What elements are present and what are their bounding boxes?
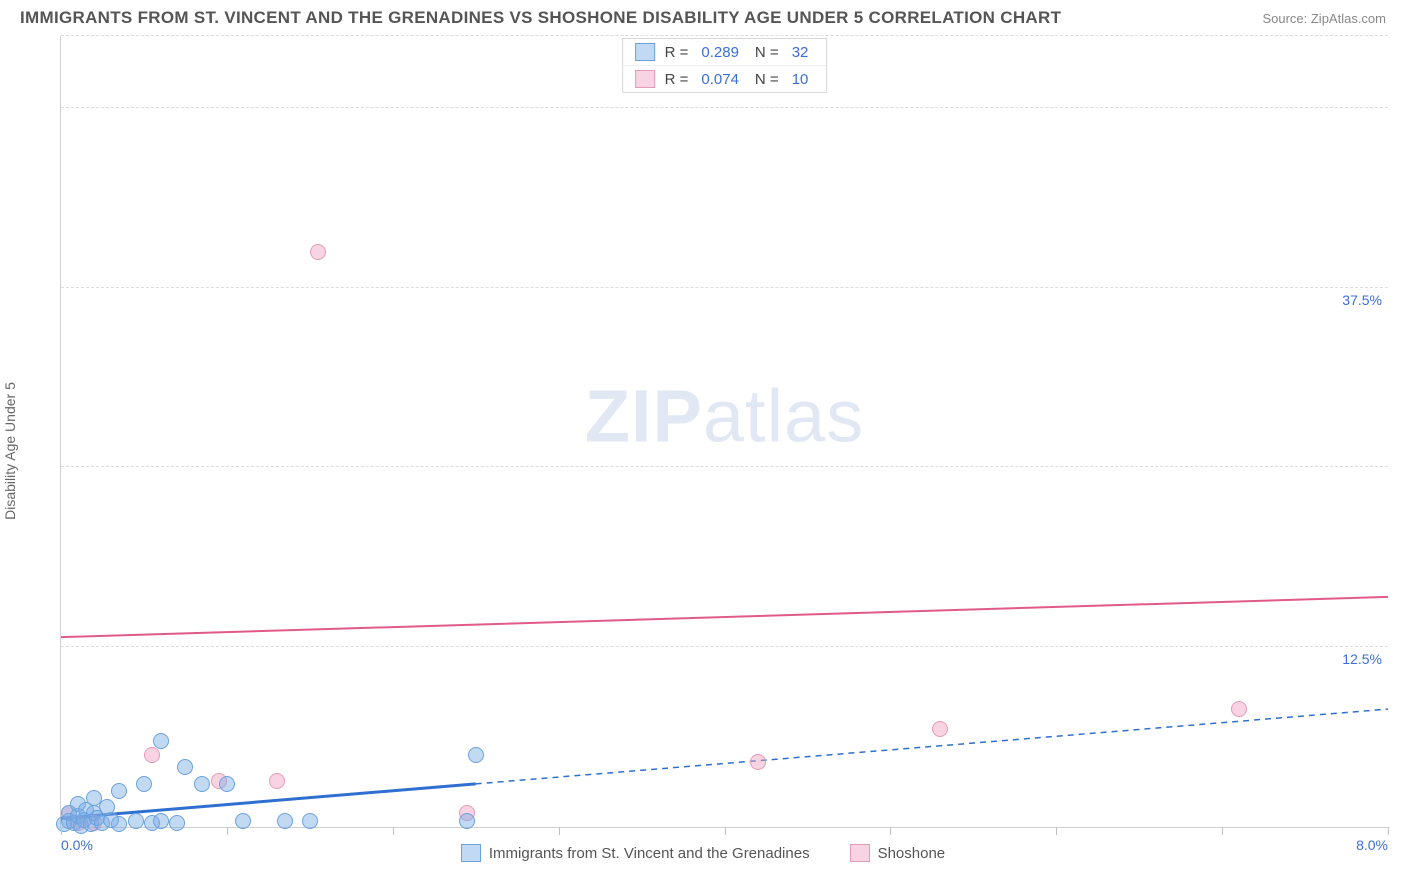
gridline — [61, 287, 1388, 288]
stats-row-pink: R = 0.074 N = 10 — [623, 65, 827, 92]
data-point-blue — [61, 805, 77, 821]
watermark-light: atlas — [703, 374, 864, 457]
x-tick — [393, 827, 394, 835]
data-point-pink — [1231, 701, 1247, 717]
data-point-pink — [61, 805, 77, 821]
trend-line — [476, 709, 1388, 784]
data-point-blue — [56, 816, 72, 832]
data-point-blue — [111, 816, 127, 832]
data-point-pink — [86, 815, 102, 831]
data-point-blue — [468, 747, 484, 763]
r-value-blue: 0.289 — [701, 44, 739, 61]
data-point-blue — [78, 802, 94, 818]
data-point-blue — [144, 815, 160, 831]
data-point-blue — [136, 776, 152, 792]
watermark: ZIPatlas — [585, 373, 864, 458]
data-point-pink — [211, 773, 227, 789]
data-point-blue — [86, 790, 102, 806]
header: IMMIGRANTS FROM ST. VINCENT AND THE GREN… — [0, 0, 1406, 32]
plot-area: ZIPatlas R = 0.289 N = 32 R = 0.074 N = … — [60, 36, 1388, 828]
data-point-blue — [94, 815, 110, 831]
x-tick — [1222, 827, 1223, 835]
data-point-blue — [459, 813, 475, 829]
data-point-blue — [219, 776, 235, 792]
swatch-pink — [850, 844, 870, 862]
n-value-blue: 32 — [792, 44, 809, 61]
data-point-blue — [153, 813, 169, 829]
data-point-blue — [277, 813, 293, 829]
trend-line — [61, 784, 476, 819]
data-point-blue — [177, 759, 193, 775]
data-point-blue — [111, 783, 127, 799]
y-tick-label: 12.5% — [1342, 651, 1382, 667]
r-label: R = — [665, 71, 689, 88]
x-tick — [890, 827, 891, 835]
data-point-blue — [169, 815, 185, 831]
data-point-blue — [61, 813, 77, 829]
gridline — [61, 35, 1388, 36]
data-point-pink — [144, 747, 160, 763]
y-axis-label: Disability Age Under 5 — [2, 382, 18, 520]
data-point-blue — [103, 812, 119, 828]
data-point-blue — [302, 813, 318, 829]
r-value-pink: 0.074 — [701, 71, 739, 88]
swatch-blue — [461, 844, 481, 862]
watermark-bold: ZIP — [585, 374, 703, 457]
series-legend: Immigrants from St. Vincent and the Gren… — [18, 844, 1388, 862]
source-name: ZipAtlas.com — [1311, 11, 1386, 26]
data-point-pink — [750, 754, 766, 770]
x-tick — [227, 827, 228, 835]
x-tick — [559, 827, 560, 835]
x-tick — [1388, 827, 1389, 835]
data-point-blue — [70, 808, 86, 824]
trend-line — [61, 597, 1388, 637]
data-point-blue — [86, 805, 102, 821]
data-point-blue — [73, 818, 89, 834]
data-point-blue — [76, 812, 92, 828]
swatch-pink — [635, 70, 655, 88]
data-point-blue — [83, 816, 99, 832]
source-credit: Source: ZipAtlas.com — [1262, 11, 1386, 26]
legend-item-blue: Immigrants from St. Vincent and the Gren… — [461, 844, 810, 862]
data-point-pink — [70, 815, 86, 831]
stats-row-blue: R = 0.289 N = 32 — [623, 39, 827, 65]
stats-legend: R = 0.289 N = 32 R = 0.074 N = 10 — [622, 38, 828, 93]
data-point-blue — [194, 776, 210, 792]
data-point-blue — [66, 815, 82, 831]
gridline — [61, 466, 1388, 467]
n-label: N = — [755, 71, 779, 88]
data-point-blue — [153, 733, 169, 749]
x-tick — [725, 827, 726, 835]
legend-item-pink: Shoshone — [850, 844, 946, 862]
data-point-blue — [235, 813, 251, 829]
gridline — [61, 646, 1388, 647]
x-tick — [1056, 827, 1057, 835]
data-point-blue — [99, 799, 115, 815]
data-point-pink — [310, 244, 326, 260]
chart-container: Disability Age Under 5 ZIPatlas R = 0.28… — [18, 36, 1388, 866]
n-label: N = — [755, 44, 779, 61]
chart-title: IMMIGRANTS FROM ST. VINCENT AND THE GREN… — [20, 8, 1061, 28]
data-point-blue — [89, 810, 105, 826]
y-tick-label: 37.5% — [1342, 292, 1382, 308]
data-point-pink — [459, 805, 475, 821]
data-point-blue — [128, 813, 144, 829]
gridline — [61, 107, 1388, 108]
data-point-pink — [932, 721, 948, 737]
legend-label-pink: Shoshone — [878, 845, 946, 862]
legend-label-blue: Immigrants from St. Vincent and the Gren… — [489, 845, 810, 862]
data-point-blue — [70, 796, 86, 812]
data-point-pink — [269, 773, 285, 789]
r-label: R = — [665, 44, 689, 61]
x-tick — [61, 827, 62, 835]
n-value-pink: 10 — [792, 71, 809, 88]
source-prefix: Source: — [1262, 11, 1310, 26]
swatch-blue — [635, 43, 655, 61]
